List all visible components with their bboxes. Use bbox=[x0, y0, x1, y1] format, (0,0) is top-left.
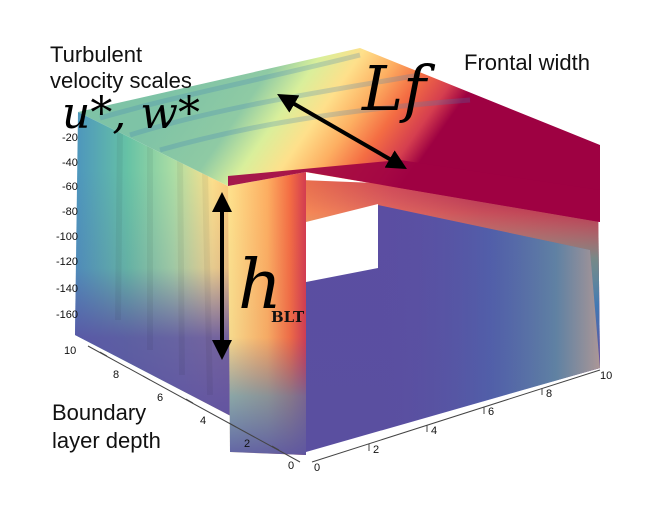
front-strip bbox=[228, 172, 306, 455]
depth-symbol: h bbox=[238, 246, 282, 325]
z-tick: -100 bbox=[56, 231, 79, 243]
inner-face bbox=[306, 205, 600, 452]
right-axis-tick: 6 bbox=[488, 406, 495, 418]
cutout-hole bbox=[306, 204, 378, 282]
left-axis-tick: 0 bbox=[288, 460, 295, 472]
frontal-width-arrow bbox=[277, 93, 407, 170]
left-axis-tick: 8 bbox=[113, 369, 120, 381]
turbulent-label-line1: Turbulent bbox=[50, 42, 143, 67]
velocity-symbols: u*, w* bbox=[62, 88, 200, 139]
boundary-label-line2: layer depth bbox=[52, 428, 161, 453]
z-tick: -160 bbox=[56, 309, 79, 321]
turbulent-label-line2: velocity scales bbox=[50, 68, 192, 93]
right-axis-tick: 4 bbox=[431, 425, 438, 437]
right-axis-tick: 10 bbox=[600, 370, 613, 382]
width-symbol: Lf bbox=[362, 52, 427, 125]
left-axis-ticks bbox=[99, 351, 280, 451]
boundary-label-line1: Boundary bbox=[52, 400, 147, 425]
depth-subscript: BLT bbox=[271, 308, 305, 326]
z-tick: -140 bbox=[56, 283, 79, 295]
right-axis-tick: 2 bbox=[373, 444, 380, 456]
front-beam bbox=[228, 160, 600, 222]
right-axis-tick: 0 bbox=[314, 462, 321, 474]
z-tick: -40 bbox=[62, 157, 78, 169]
axis-lines bbox=[87, 345, 601, 463]
frontal-width-label: Frontal width bbox=[464, 50, 590, 75]
z-tick: -20 bbox=[62, 132, 78, 144]
left-axis-tick: 2 bbox=[244, 438, 251, 450]
left-axis-tick: 10 bbox=[64, 345, 77, 357]
z-tick: -120 bbox=[56, 256, 79, 268]
z-tick: -60 bbox=[62, 181, 78, 193]
right-axis-tick: 8 bbox=[546, 388, 553, 400]
left-axis-tick: 6 bbox=[157, 392, 164, 404]
z-tick: -80 bbox=[62, 206, 78, 218]
left-axis-tick: 4 bbox=[200, 415, 207, 427]
right-axis-ticks bbox=[368, 388, 543, 451]
